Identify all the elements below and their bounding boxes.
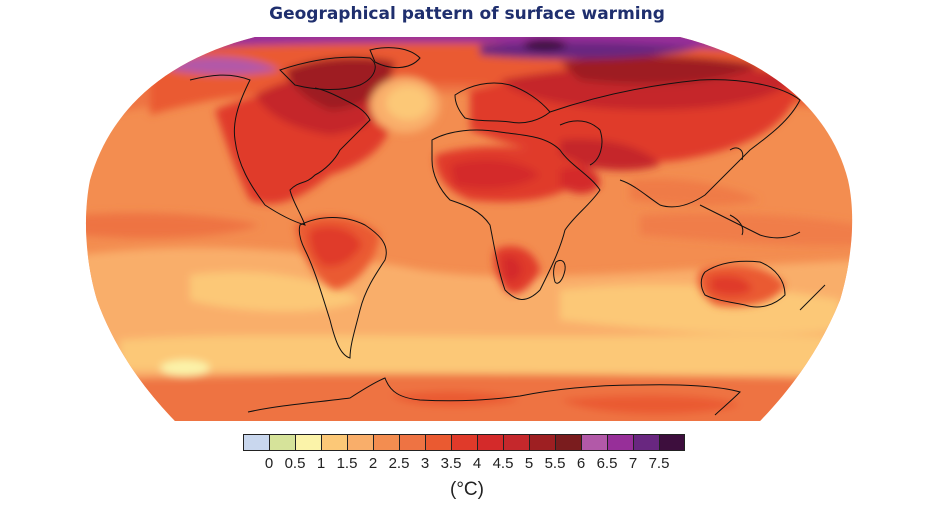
colorbar-swatch bbox=[399, 434, 425, 451]
coastlines bbox=[189, 47, 826, 416]
colorbar-tick-label: 1 bbox=[316, 455, 326, 472]
colorbar-tick-label: 5 bbox=[524, 455, 534, 472]
colorbar-swatch bbox=[243, 434, 269, 451]
colorbar-tick-label: 2 bbox=[368, 455, 378, 472]
colorbar-tick-label: 0.5 bbox=[284, 455, 306, 472]
colorbar-tick-label: 6.5 bbox=[596, 455, 618, 472]
colorbar-tick-label: 0 bbox=[264, 455, 274, 472]
colorbar-swatch bbox=[555, 434, 581, 451]
colorbar bbox=[243, 434, 685, 452]
colorbar-swatch bbox=[269, 434, 295, 451]
colorbar-tick-label: 5.5 bbox=[544, 455, 566, 472]
colorbar-tick-label: 1.5 bbox=[336, 455, 358, 472]
colorbar-tick-label: 3.5 bbox=[440, 455, 462, 472]
figure-title: Geographical pattern of surface warming bbox=[269, 4, 665, 24]
colorbar-swatch bbox=[451, 434, 477, 451]
colorbar-swatch bbox=[503, 434, 529, 451]
world-warming-map bbox=[85, 37, 853, 421]
colorbar-swatch bbox=[373, 434, 399, 451]
colorbar-tick-label: 6 bbox=[576, 455, 586, 472]
colorbar-swatch bbox=[347, 434, 373, 451]
colorbar-tick-label: 7 bbox=[628, 455, 638, 472]
colorbar-swatch bbox=[321, 434, 347, 451]
colorbar-tick-label: 4 bbox=[472, 455, 482, 472]
colorbar-tick-label: 3 bbox=[420, 455, 430, 472]
colorbar-tick-label: 7.5 bbox=[648, 455, 670, 472]
colorbar-swatch bbox=[633, 434, 659, 451]
colorbar-swatch bbox=[659, 434, 685, 451]
colorbar-tick-label: 2.5 bbox=[388, 455, 410, 472]
colorbar-swatch bbox=[581, 434, 607, 451]
colorbar-unit-label: (°C) bbox=[450, 479, 484, 500]
colorbar-tick-label: 4.5 bbox=[492, 455, 514, 472]
colorbar-swatch bbox=[425, 434, 451, 451]
colorbar-ticks: 0 0.5 1 1.5 2 2.5 3 3.5 4 4.5 5 5.5 6 6.5 7 7.5 bbox=[0, 455, 934, 473]
warming-field bbox=[85, 37, 853, 421]
colorbar-swatch bbox=[607, 434, 633, 451]
colorbar-swatch bbox=[529, 434, 555, 451]
map-canvas bbox=[85, 37, 853, 421]
colorbar-swatch bbox=[295, 434, 321, 451]
colorbar-swatch bbox=[477, 434, 503, 451]
